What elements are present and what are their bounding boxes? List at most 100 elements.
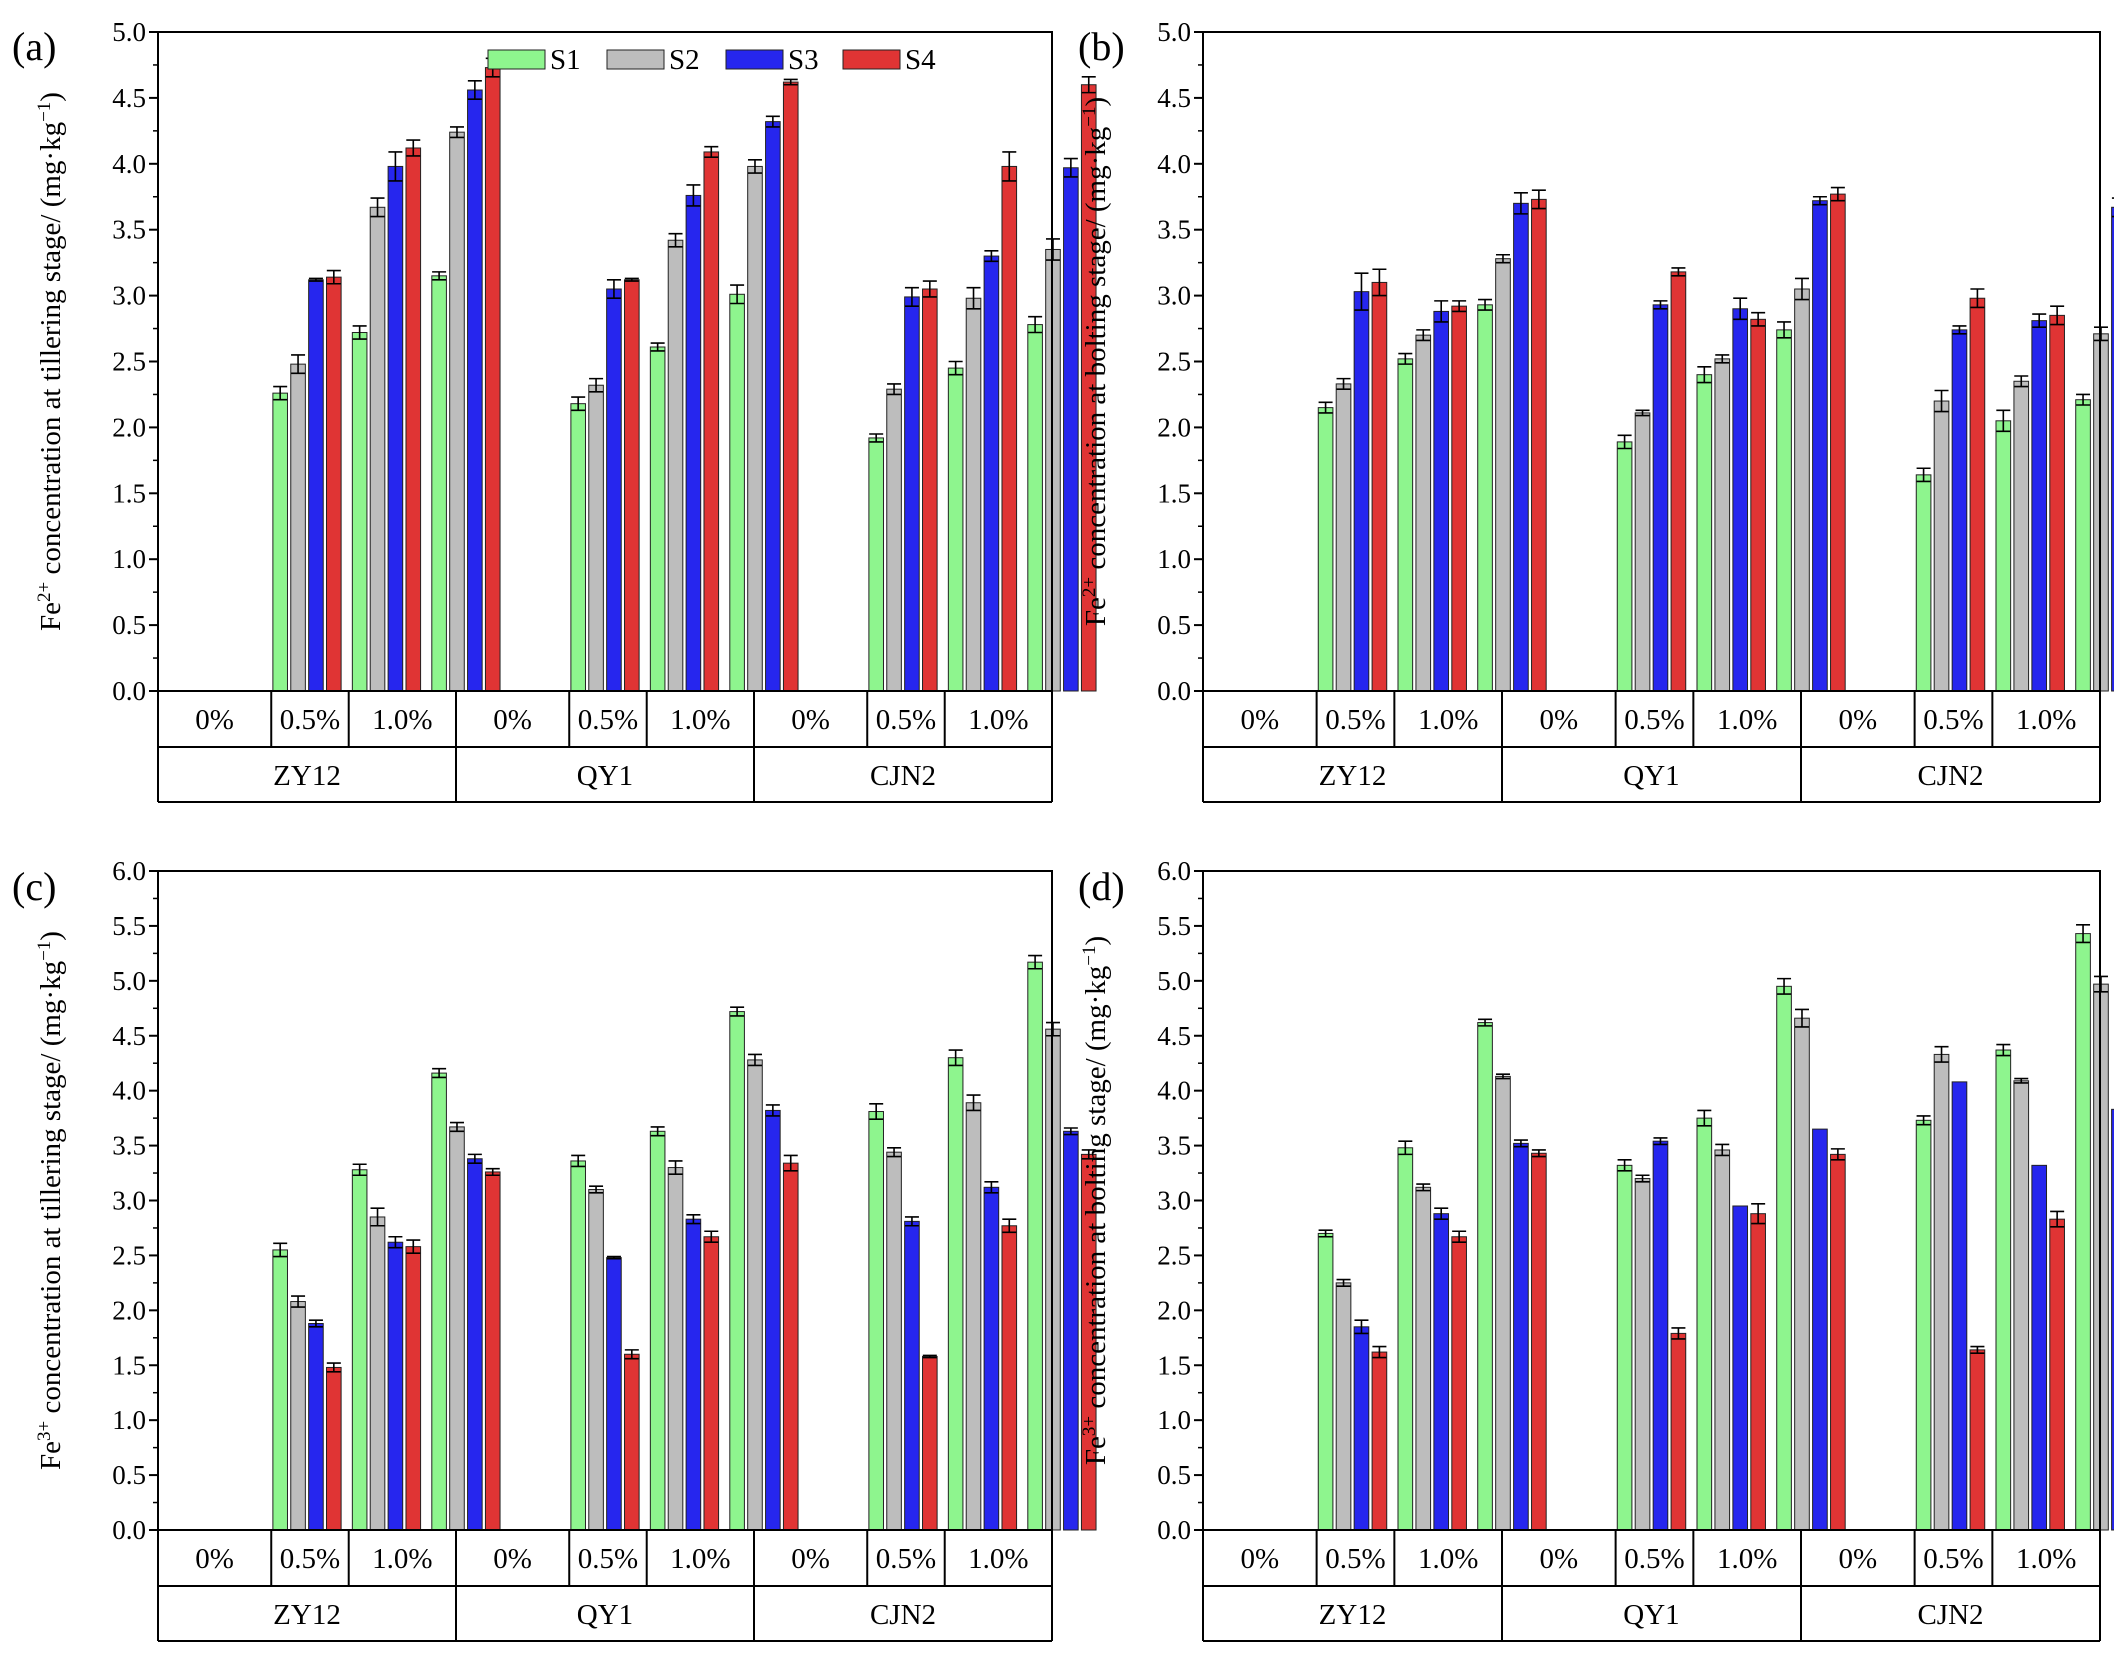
- cultivar-label: CJN2: [1917, 760, 1983, 792]
- bar-s2: [369, 206, 386, 692]
- error-bar: [650, 1126, 665, 1137]
- bar-s1: [729, 1011, 745, 1531]
- bar-s2: [1495, 1075, 1511, 1531]
- bar-s4: [1830, 1153, 1846, 1531]
- error-bar: [1970, 288, 1985, 309]
- error-bar: [704, 145, 719, 159]
- cultivar-label: QY1: [577, 760, 633, 792]
- error-bar: [1531, 189, 1546, 210]
- y-tick-label: 2.5: [1157, 347, 1191, 377]
- level-label: 0%: [493, 1543, 532, 1575]
- bar-s1: [1616, 1164, 1633, 1531]
- error-bar: [308, 277, 323, 282]
- bar-s2: [2013, 380, 2030, 692]
- y-tick-label: 2.0: [112, 412, 146, 442]
- bar-s1: [947, 367, 964, 692]
- error-bar: [1697, 365, 1712, 384]
- error-bar: [1452, 1230, 1467, 1244]
- bar-s3: [983, 255, 1000, 692]
- y-tick-label: 5.5: [112, 911, 146, 941]
- error-bar: [1028, 954, 1043, 970]
- error-bar: [1372, 1345, 1387, 1359]
- error-bar: [2014, 375, 2029, 388]
- bar-s1: [868, 1111, 884, 1531]
- bar-s2: [588, 384, 604, 692]
- level-label: 0%: [1838, 704, 1877, 736]
- level-label: 0%: [1539, 704, 1578, 736]
- y-tick-label: 4.5: [112, 1021, 146, 1051]
- cultivar-label: ZY12: [273, 1599, 341, 1631]
- error-bar: [624, 277, 639, 282]
- error-bar: [606, 278, 621, 300]
- bar-s2: [1714, 358, 1731, 692]
- level-label: 1.0%: [1717, 1543, 1777, 1575]
- bar-s4: [1531, 198, 1547, 692]
- bar-s3: [685, 1218, 702, 1531]
- y-tick-label: 1.0: [112, 1405, 146, 1435]
- bar-s2: [1794, 1017, 1810, 1531]
- error-bar: [704, 1230, 719, 1244]
- y-tick-label: 1.5: [112, 1350, 146, 1380]
- bar-s2: [886, 1151, 902, 1531]
- y-tick-label: 3.0: [112, 1186, 146, 1216]
- bar-s1: [2075, 399, 2091, 692]
- bar-s1: [272, 1249, 288, 1531]
- y-tick-label: 1.5: [1157, 1350, 1191, 1380]
- error-bar: [1081, 76, 1096, 94]
- error-bar: [922, 1354, 937, 1359]
- bar-s3: [467, 89, 483, 692]
- bar-s1: [947, 1057, 964, 1531]
- error-bar: [1398, 1140, 1413, 1156]
- y-tick-label: 2.0: [1157, 1295, 1191, 1325]
- y-tick-label: 1.0: [112, 544, 146, 574]
- error-bar: [624, 1349, 639, 1360]
- bar-s1: [570, 403, 586, 692]
- error-bar: [1531, 1149, 1546, 1158]
- error-bar: [326, 1362, 341, 1373]
- cultivar-label: CJN2: [1917, 1599, 1983, 1631]
- bar-s1: [570, 1160, 586, 1531]
- y-tick-label: 3.5: [1157, 1131, 1191, 1161]
- bar-s4: [1001, 1225, 1018, 1531]
- panel-b: (b) 0.0 0.5 1.0 1.5 2.0 2.5 3.0 3.5 4.0 4.5 5.0 Fe2+…: [1078, 17, 2114, 803]
- level-label: 1.0%: [968, 704, 1028, 736]
- bar-s4: [1969, 297, 1986, 692]
- level-label: 0.5%: [1325, 1543, 1385, 1575]
- error-bar: [1336, 1278, 1351, 1287]
- bar-s4: [1750, 318, 1766, 692]
- y-tick-label: 2.5: [112, 347, 146, 377]
- error-bar: [747, 1053, 762, 1067]
- error-bar: [1653, 1137, 1668, 1146]
- bar-s4: [624, 279, 640, 692]
- bar-s2: [1335, 1282, 1352, 1531]
- bar-s1: [351, 332, 368, 692]
- y-tick-label: 0.5: [112, 610, 146, 640]
- y-tick-label: 1.5: [112, 478, 146, 508]
- error-bar: [1830, 1148, 1845, 1161]
- bar-s4: [2049, 314, 2065, 692]
- error-bar: [1513, 191, 1528, 215]
- level-label: 0.5%: [1923, 704, 1983, 736]
- bar-s3: [1812, 1128, 1828, 1531]
- error-bar: [589, 377, 604, 393]
- error-bar: [1830, 186, 1845, 202]
- bar-s4: [922, 1355, 938, 1531]
- bar-s3: [1353, 1326, 1370, 1531]
- bar-s1: [1027, 324, 1043, 692]
- bar-s1: [1995, 1049, 2012, 1531]
- bar-s3: [2031, 320, 2048, 692]
- error-bar: [783, 78, 798, 86]
- bar-s2: [747, 1059, 763, 1531]
- bar-s4: [1371, 1351, 1388, 1531]
- error-bar: [966, 286, 981, 310]
- y-tick-label: 0.0: [1157, 1515, 1191, 1545]
- bar-s2: [1933, 1053, 1950, 1531]
- error-bar: [1495, 253, 1510, 264]
- bar-s1: [1616, 441, 1633, 692]
- level-label: 0.5%: [1923, 1543, 1983, 1575]
- legend-label: S3: [788, 44, 819, 76]
- bar-s3: [1353, 291, 1370, 692]
- error-bar: [869, 1103, 884, 1121]
- bar-s3: [1951, 1081, 1968, 1531]
- bar-s1: [272, 392, 288, 692]
